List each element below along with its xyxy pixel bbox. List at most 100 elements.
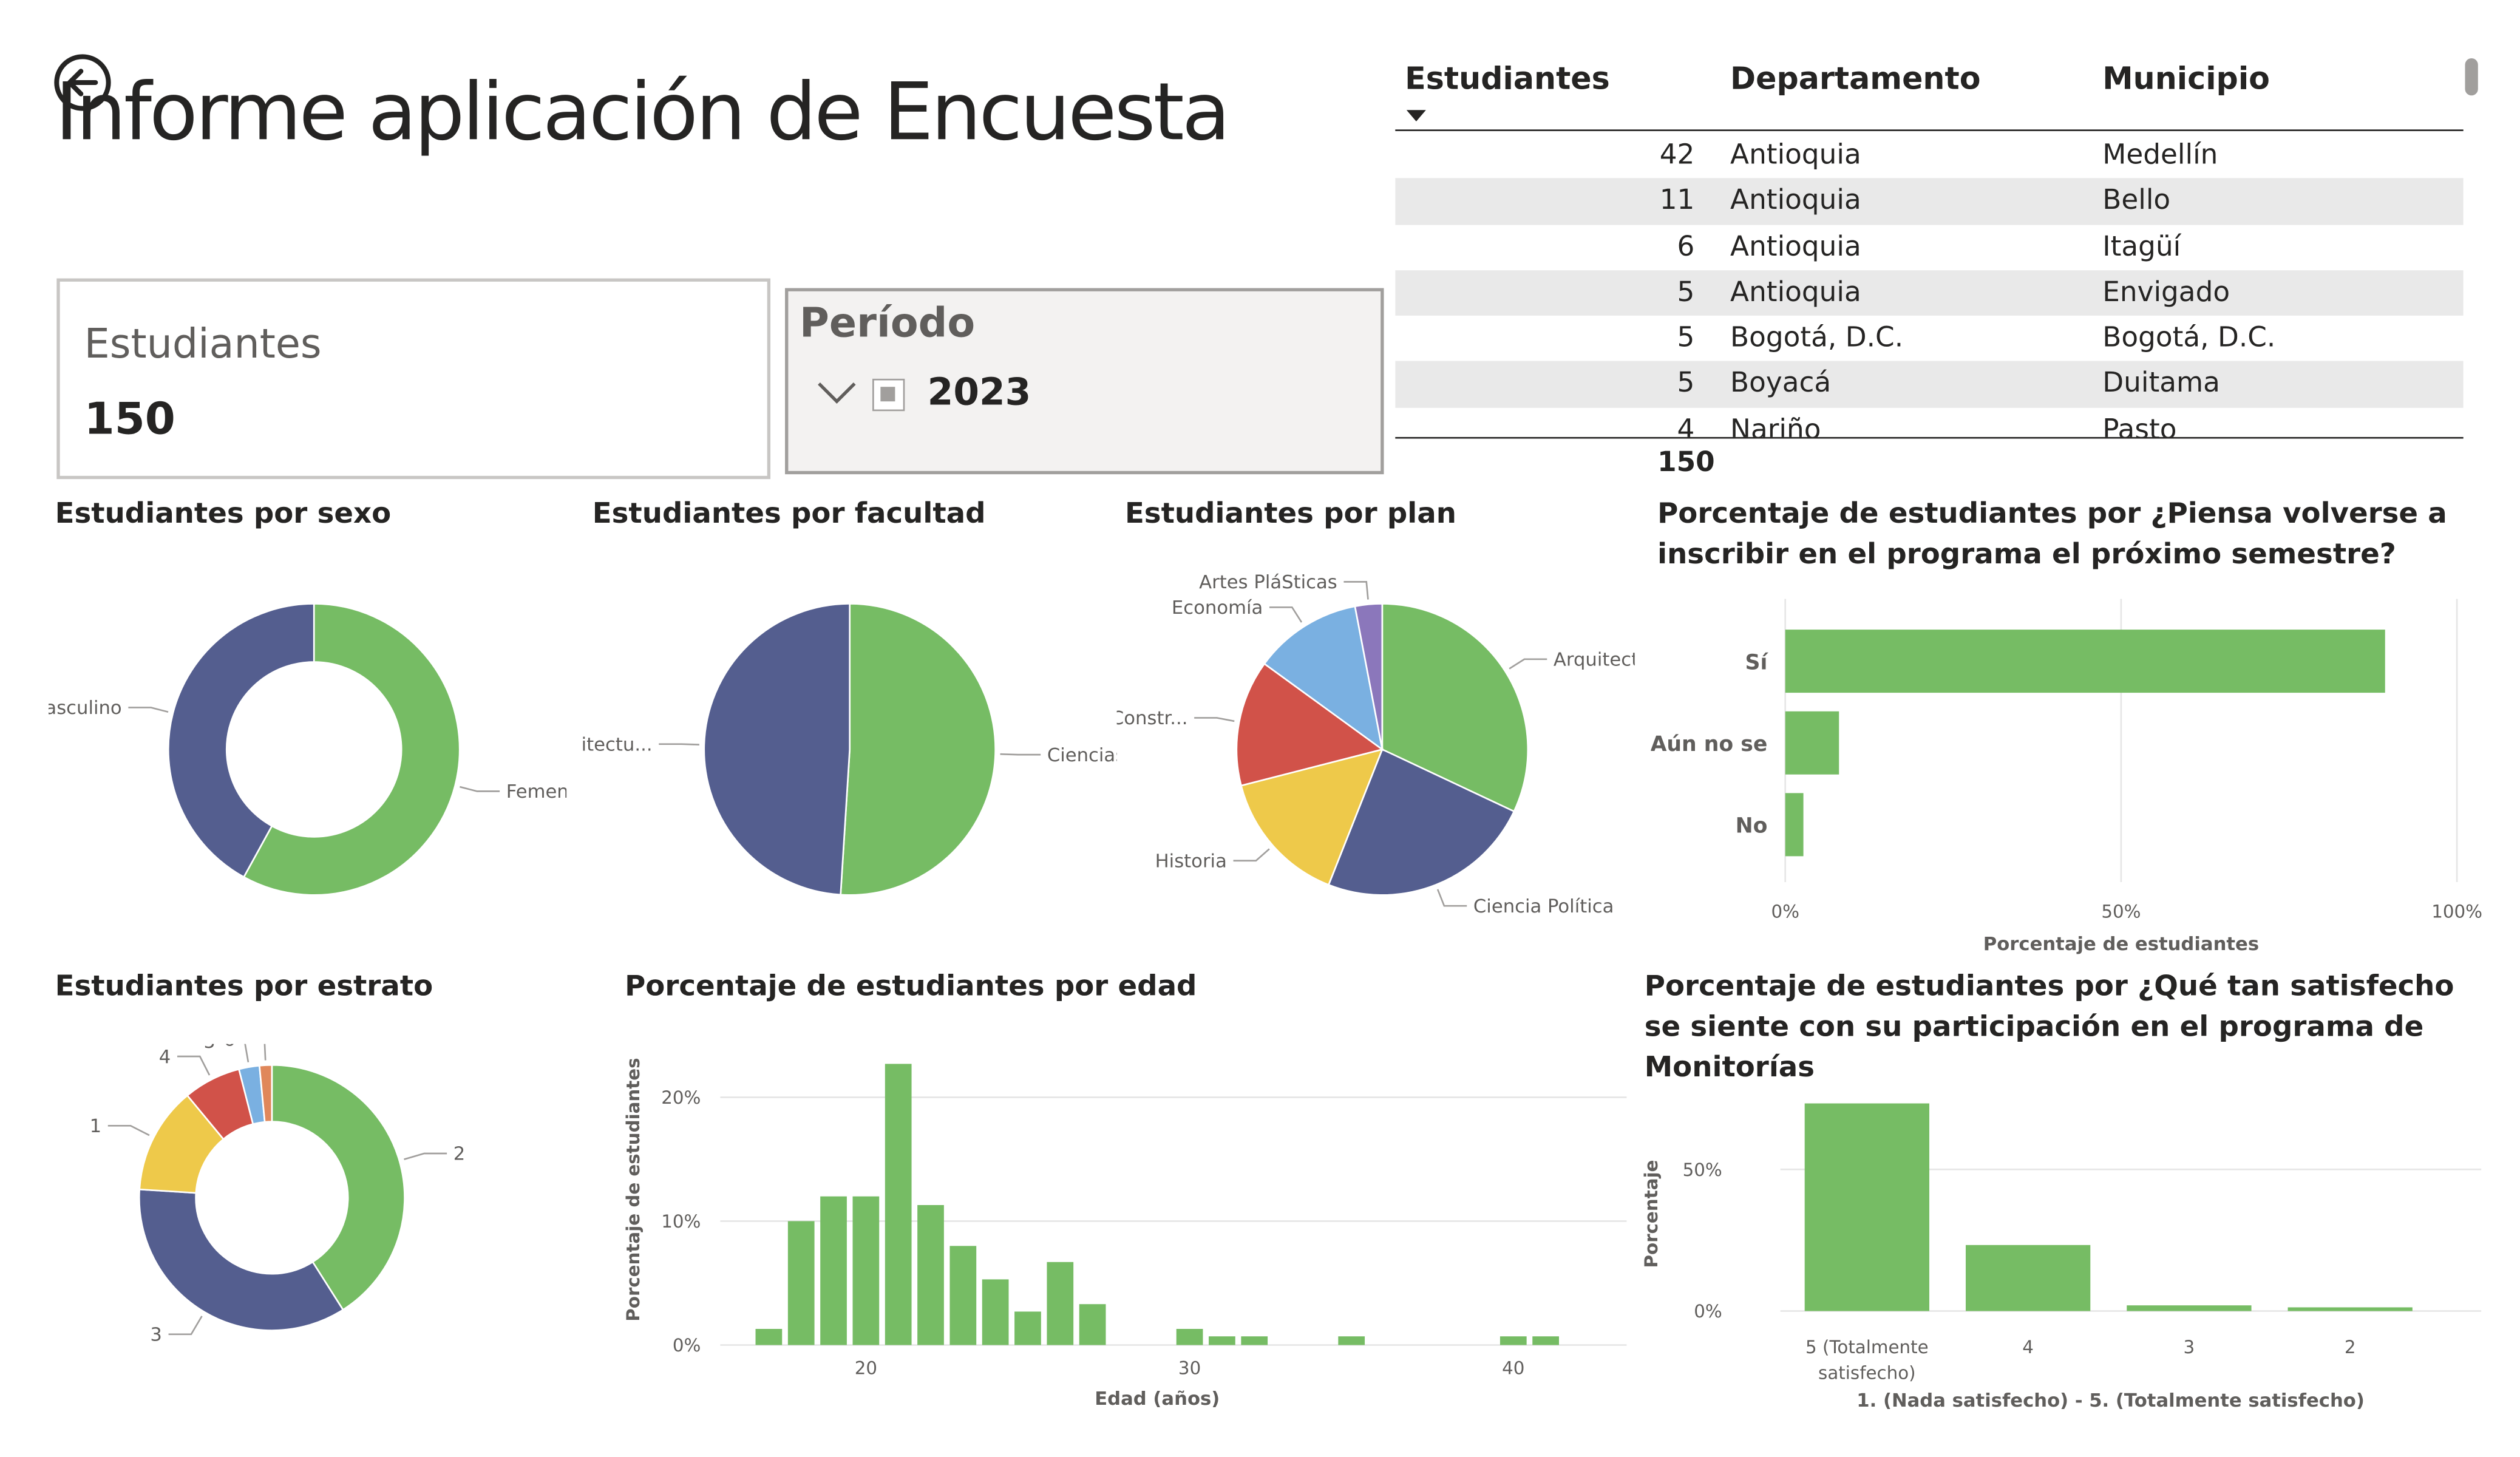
cell-department: Antioquia <box>1730 276 1861 309</box>
slice-masculino[interactable] <box>167 603 315 878</box>
leader-line <box>1509 658 1547 670</box>
bar-aun-no-se[interactable] <box>1785 711 1839 775</box>
slice-label: 3 <box>150 1324 162 1345</box>
cell-students: 5 <box>1677 322 1695 355</box>
table-scrollbar[interactable] <box>2465 58 2478 96</box>
column-header-estudiantes[interactable]: Estudiantes <box>1405 61 1610 97</box>
x-axis-title: Edad (años) <box>1095 1388 1220 1410</box>
leader-line <box>659 743 699 745</box>
table-row[interactable]: 42 Antioquia Medellín <box>1395 133 2464 178</box>
cell-department: Antioquia <box>1730 231 1861 263</box>
table-row[interactable]: 6 Antioquia Itagüí <box>1395 225 2464 270</box>
y-tick-label: 20% <box>661 1087 701 1108</box>
table-row[interactable]: 5 Bogotá, D.C. Bogotá, D.C. <box>1395 316 2464 361</box>
chart-sexo: Femenino Masculino <box>49 603 566 896</box>
cell-municipality: Bello <box>2102 185 2171 218</box>
slice-label: Ciencia Política <box>1473 896 1614 917</box>
bar-age-26[interactable] <box>1047 1262 1074 1345</box>
y-axis-title: Porcentaje <box>1641 1160 1662 1268</box>
bar-age-17[interactable] <box>755 1329 783 1345</box>
cell-students: 42 <box>1659 139 1695 172</box>
leader-line <box>107 1124 150 1136</box>
x-tick-label: 40 <box>1502 1358 1524 1379</box>
bar-age-23[interactable] <box>949 1246 977 1345</box>
chart-facultad: Ciencias H... Arquitectu... <box>583 603 1117 896</box>
slice-ciencia-politica[interactable] <box>1327 748 1515 896</box>
cell-municipality: Medellín <box>2102 139 2218 172</box>
slice-economia[interactable] <box>1263 605 1384 752</box>
slice-2[interactable] <box>271 1064 406 1311</box>
bar-5-totalmente-satisfecho[interactable] <box>1804 1103 1929 1311</box>
slice-constr[interactable] <box>1235 662 1384 787</box>
table-total: 150 <box>1657 446 1715 480</box>
bar-age-19[interactable] <box>820 1196 847 1345</box>
bar-age-31[interactable] <box>1209 1336 1235 1345</box>
cell-department: Bogotá, D.C. <box>1730 322 1904 355</box>
table-row[interactable]: 5 Boyacá Duitama <box>1395 361 2464 408</box>
slicer-label: Período <box>800 299 976 347</box>
bar-age-18[interactable] <box>787 1221 815 1345</box>
bar-age-35[interactable] <box>1338 1336 1365 1345</box>
cell-department: Nariño <box>1730 413 1821 439</box>
slice-6[interactable] <box>258 1064 273 1123</box>
slicer-value[interactable]: 2023 <box>927 372 1031 415</box>
bar-age-22[interactable] <box>917 1204 944 1345</box>
y-axis-title: Porcentaje de estudiantes <box>623 1058 644 1321</box>
slice-arquitectura[interactable] <box>1381 603 1529 813</box>
bar-age-20[interactable] <box>852 1196 880 1345</box>
column-header-municipio[interactable]: Municipio <box>2102 61 2270 97</box>
bar-age-32[interactable] <box>1241 1336 1268 1345</box>
slice-label: Masculino <box>49 698 122 719</box>
chevron-down-icon[interactable] <box>814 376 860 412</box>
y-tick-label: 50% <box>1683 1160 1722 1180</box>
bar-no[interactable] <box>1785 793 1804 857</box>
bar-age-41[interactable] <box>1532 1336 1559 1345</box>
slicer-checkbox[interactable] <box>872 378 905 412</box>
bar-2[interactable] <box>2287 1307 2413 1311</box>
sort-descending-icon[interactable] <box>1406 110 1426 121</box>
leader-line <box>1269 606 1303 623</box>
slice-label: Femenino <box>506 781 566 803</box>
leader-line <box>1436 889 1467 907</box>
bar-age-30[interactable] <box>1176 1329 1203 1345</box>
bar-4[interactable] <box>1965 1245 2091 1311</box>
students-table: Estudiantes Departamento Municipio 42 Ant… <box>1395 49 2464 440</box>
slice-label: 1 <box>90 1116 102 1137</box>
column-header-departamento[interactable]: Departamento <box>1730 61 1981 97</box>
slice-label: 4 <box>159 1047 171 1068</box>
period-slicer: Período 2023 <box>785 288 1384 475</box>
slice-3[interactable] <box>138 1188 344 1331</box>
table-row[interactable]: 4 Nariño Pasto <box>1395 407 2464 439</box>
bar-age-25[interactable] <box>1014 1311 1041 1345</box>
bar-age-21[interactable] <box>885 1064 912 1345</box>
x-tick-label: 3 <box>2184 1337 2195 1357</box>
bar-age-27[interactable] <box>1079 1304 1106 1345</box>
chart-title-inscribir: Porcentaje de estudiantes por ¿Piensa vo… <box>1657 498 2447 572</box>
slice-artes-plasticas[interactable] <box>1354 603 1384 750</box>
bar-3[interactable] <box>2127 1305 2252 1311</box>
chart-title-sexo: Estudiantes por sexo <box>55 498 392 531</box>
slice-ciencias-h[interactable] <box>840 603 996 896</box>
bar-si[interactable] <box>1785 630 2385 693</box>
slice-arquitectu[interactable] <box>703 603 851 896</box>
table-row[interactable]: 5 Antioquia Envigado <box>1395 270 2464 316</box>
students-card: Estudiantes 150 <box>56 278 771 480</box>
table-header: Estudiantes Departamento Municipio <box>1395 49 2464 131</box>
chart-satisfecho: 0% 50% 5 (Totalmente satisfecho) 4 3 2 1. (Nada… <box>1641 1103 2482 1411</box>
table-row[interactable]: 11 Antioquia Bello <box>1395 178 2464 225</box>
slice-label: Economía <box>1172 597 1263 619</box>
y-tick-label: 10% <box>661 1211 701 1232</box>
y-tick-label: Aún no se <box>1651 732 1767 756</box>
cell-municipality: Pasto <box>2102 413 2177 439</box>
x-tick-label: 100% <box>2431 902 2482 922</box>
cell-municipality: Itagüí <box>2102 231 2181 263</box>
leader-line <box>263 1044 267 1061</box>
slice-historia[interactable] <box>1240 748 1384 886</box>
chart-title-estrato: Estudiantes por estrato <box>55 971 433 1004</box>
slice-femenino[interactable] <box>242 603 461 896</box>
back-arrow-icon[interactable] <box>53 53 112 112</box>
cell-students: 5 <box>1677 368 1695 401</box>
bar-age-24[interactable] <box>982 1279 1009 1345</box>
bar-age-40[interactable] <box>1499 1336 1527 1345</box>
leader-line <box>404 1152 447 1160</box>
